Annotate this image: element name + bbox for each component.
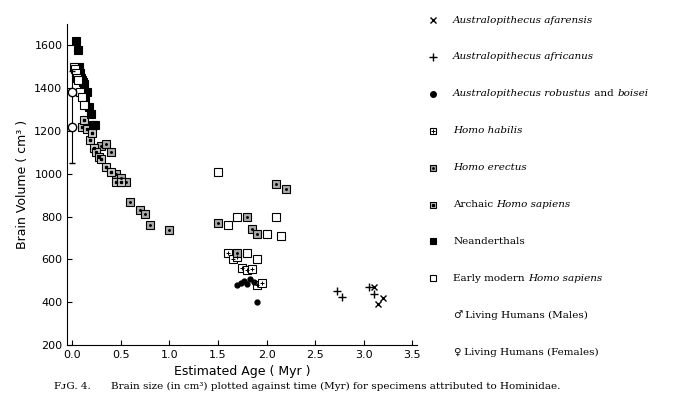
Text: Homo sapiens: Homo sapiens bbox=[528, 274, 602, 283]
Text: boisei: boisei bbox=[617, 89, 649, 98]
Text: Australopithecus africanus: Australopithecus africanus bbox=[453, 53, 594, 61]
Text: Archaic: Archaic bbox=[453, 200, 497, 209]
Text: Early modern: Early modern bbox=[453, 274, 528, 283]
Text: Homo erectus: Homo erectus bbox=[453, 163, 527, 172]
Text: Australopithecus afarensis: Australopithecus afarensis bbox=[453, 16, 594, 24]
Y-axis label: Brain Volume ( cm³ ): Brain Volume ( cm³ ) bbox=[15, 120, 29, 249]
Text: ♀: ♀ bbox=[453, 348, 461, 356]
Text: Brain size (in cm³) plotted against time (Myr) for specimens attributed to Homin: Brain size (in cm³) plotted against time… bbox=[111, 382, 561, 391]
Text: Living Humans (Males): Living Humans (Males) bbox=[462, 311, 588, 320]
Text: Neanderthals: Neanderthals bbox=[453, 237, 525, 246]
Text: and: and bbox=[592, 89, 617, 98]
X-axis label: Estimated Age ( Myr ): Estimated Age ( Myr ) bbox=[174, 365, 310, 378]
Text: Homo habilis: Homo habilis bbox=[453, 126, 522, 135]
Text: FᴊG. 4.: FᴊG. 4. bbox=[54, 382, 91, 391]
Text: Homo sapiens: Homo sapiens bbox=[497, 200, 571, 209]
Text: Australopithecus robustus: Australopithecus robustus bbox=[453, 89, 592, 98]
Text: Living Humans (Females): Living Humans (Females) bbox=[461, 348, 598, 356]
Text: ♂: ♂ bbox=[453, 311, 462, 320]
